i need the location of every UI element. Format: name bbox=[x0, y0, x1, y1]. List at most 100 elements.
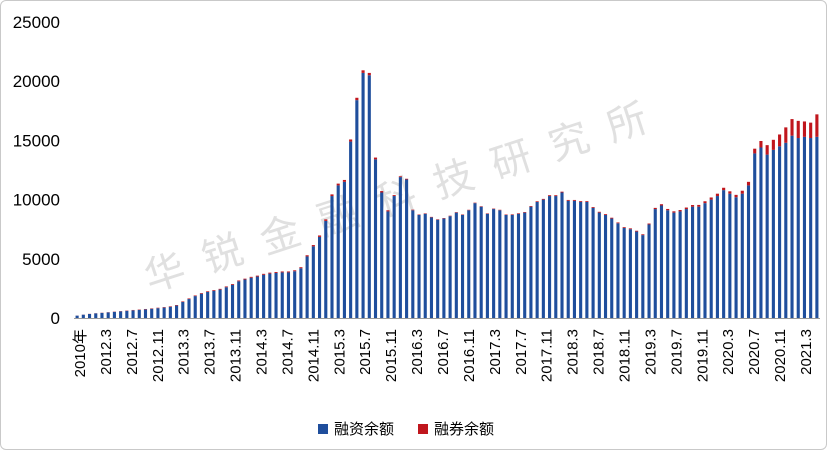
bar-financing-balance bbox=[796, 138, 800, 318]
x-tick-label: 2015.11 bbox=[383, 329, 400, 382]
x-tick-label: 2013.7 bbox=[202, 329, 219, 375]
x-axis: 2010年 2012.3 2012.7 2012.11 2013.3 2013.7 2013… bbox=[72, 329, 815, 382]
bar-financing-balance bbox=[405, 179, 409, 318]
bar-securities-lending-balance bbox=[342, 179, 346, 182]
bar-financing-balance bbox=[274, 273, 278, 318]
bar-financing-balance bbox=[119, 311, 123, 318]
bar-financing-balance bbox=[778, 146, 782, 318]
bar-securities-lending-balance bbox=[603, 214, 608, 215]
bar-financing-balance bbox=[691, 206, 695, 318]
bar-financing-balance bbox=[137, 309, 141, 318]
bar-securities-lending-balance bbox=[796, 120, 800, 139]
bar-securities-lending-balance bbox=[809, 122, 813, 139]
bar-financing-balance bbox=[548, 196, 552, 318]
bar-securities-lending-balance bbox=[529, 205, 533, 207]
bar-securities-lending-balance bbox=[405, 178, 409, 180]
y-tick-label: 20000 bbox=[13, 72, 60, 91]
bar-financing-balance bbox=[467, 210, 471, 318]
bar-financing-balance bbox=[181, 302, 185, 318]
bar-financing-balance bbox=[199, 293, 203, 318]
bar-securities-lending-balance bbox=[311, 245, 315, 247]
x-tick-label: 2010年 bbox=[72, 329, 89, 377]
bar-securities-lending-balance bbox=[274, 272, 278, 274]
x-tick-label: 2013.3 bbox=[176, 329, 193, 375]
bar-securities-lending-balance bbox=[815, 114, 819, 137]
bar-securities-lending-balance bbox=[181, 301, 185, 303]
bar-securities-lending-balance bbox=[392, 195, 396, 197]
bar-securities-lending-balance bbox=[224, 286, 228, 288]
bar-financing-balance bbox=[815, 136, 819, 318]
bar-securities-lending-balance bbox=[616, 222, 620, 224]
bar-financing-balance bbox=[678, 211, 682, 318]
bar-financing-balance bbox=[150, 308, 154, 318]
bar-financing-balance bbox=[373, 159, 378, 318]
x-tick-label: 2012.3 bbox=[98, 329, 115, 375]
bar-securities-lending-balance bbox=[678, 210, 682, 212]
bar-financing-balance bbox=[380, 192, 384, 318]
bar-financing-balance bbox=[635, 231, 639, 318]
bar-securities-lending-balance bbox=[628, 228, 632, 230]
bar-financing-balance bbox=[243, 279, 247, 318]
bar-financing-balance bbox=[411, 210, 415, 318]
bar-securities-lending-balance bbox=[641, 234, 645, 236]
bar-securities-lending-balance bbox=[330, 194, 334, 197]
x-tick-label: 2015.3 bbox=[331, 329, 348, 375]
bar-financing-balance bbox=[560, 192, 564, 318]
bar-securities-lending-balance bbox=[703, 201, 707, 204]
bar-securities-lending-balance bbox=[765, 145, 769, 155]
bar-financing-balance bbox=[355, 100, 359, 318]
bar-financing-balance bbox=[728, 193, 732, 318]
bar-securities-lending-balance bbox=[715, 193, 719, 197]
x-tick-label: 2014.7 bbox=[279, 329, 296, 375]
bar-securities-lending-balance bbox=[554, 195, 558, 197]
x-tick-label: 2018.3 bbox=[565, 329, 582, 375]
bar-securities-lending-balance bbox=[230, 284, 235, 285]
bar-financing-balance bbox=[218, 289, 222, 318]
y-tick-label: 0 bbox=[51, 309, 60, 328]
bar-financing-balance bbox=[342, 181, 346, 318]
bar-securities-lending-balance bbox=[746, 181, 751, 186]
bar-securities-lending-balance bbox=[740, 190, 744, 194]
bar-financing-balance bbox=[293, 271, 297, 318]
bar-financing-balance bbox=[473, 203, 477, 318]
bar-financing-balance bbox=[529, 206, 533, 318]
bar-financing-balance bbox=[541, 199, 545, 318]
bar-securities-lending-balance bbox=[734, 194, 738, 198]
x-tick-label: 2019.3 bbox=[642, 329, 659, 375]
bar-securities-lending-balance bbox=[659, 204, 664, 206]
bar-financing-balance bbox=[703, 203, 707, 318]
x-tick-label: 2016.11 bbox=[461, 329, 478, 382]
bar-securities-lending-balance bbox=[175, 305, 179, 306]
bar-financing-balance bbox=[237, 281, 241, 318]
bar-financing-balance bbox=[622, 228, 626, 318]
bar-financing-balance bbox=[349, 141, 353, 318]
bar-financing-balance bbox=[81, 314, 85, 318]
bar-financing-balance bbox=[206, 291, 210, 318]
bar-securities-lending-balance bbox=[753, 148, 757, 154]
bar-securities-lending-balance bbox=[206, 291, 210, 292]
bar-financing-balance bbox=[809, 138, 813, 318]
bar-securities-lending-balance bbox=[548, 195, 552, 197]
bar-financing-balance bbox=[579, 201, 583, 318]
legend: 融资余额 融券余额 bbox=[318, 420, 494, 438]
bar-securities-lending-balance bbox=[367, 72, 371, 76]
x-tick-label: 2017.11 bbox=[539, 329, 556, 382]
bar-securities-lending-balance bbox=[187, 298, 191, 300]
bar-financing-balance bbox=[156, 308, 160, 318]
bar-financing-balance bbox=[647, 224, 651, 318]
bar-financing-balance bbox=[554, 196, 558, 318]
bar-financing-balance bbox=[715, 196, 719, 318]
bar-securities-lending-balance bbox=[709, 197, 713, 200]
bar-financing-balance bbox=[572, 200, 576, 318]
bar-securities-lending-balance bbox=[579, 201, 583, 202]
x-tick-label: 2012.7 bbox=[124, 329, 141, 375]
x-tick-label: 2020.7 bbox=[746, 329, 763, 375]
bar-financing-balance bbox=[175, 305, 179, 318]
bar-securities-lending-balance bbox=[398, 176, 402, 178]
bar-financing-balance bbox=[666, 210, 670, 318]
bar-financing-balance bbox=[230, 284, 235, 318]
bar-financing-balance bbox=[249, 277, 253, 318]
bar-securities-lending-balance bbox=[672, 211, 676, 213]
bar-financing-balance bbox=[193, 296, 197, 318]
